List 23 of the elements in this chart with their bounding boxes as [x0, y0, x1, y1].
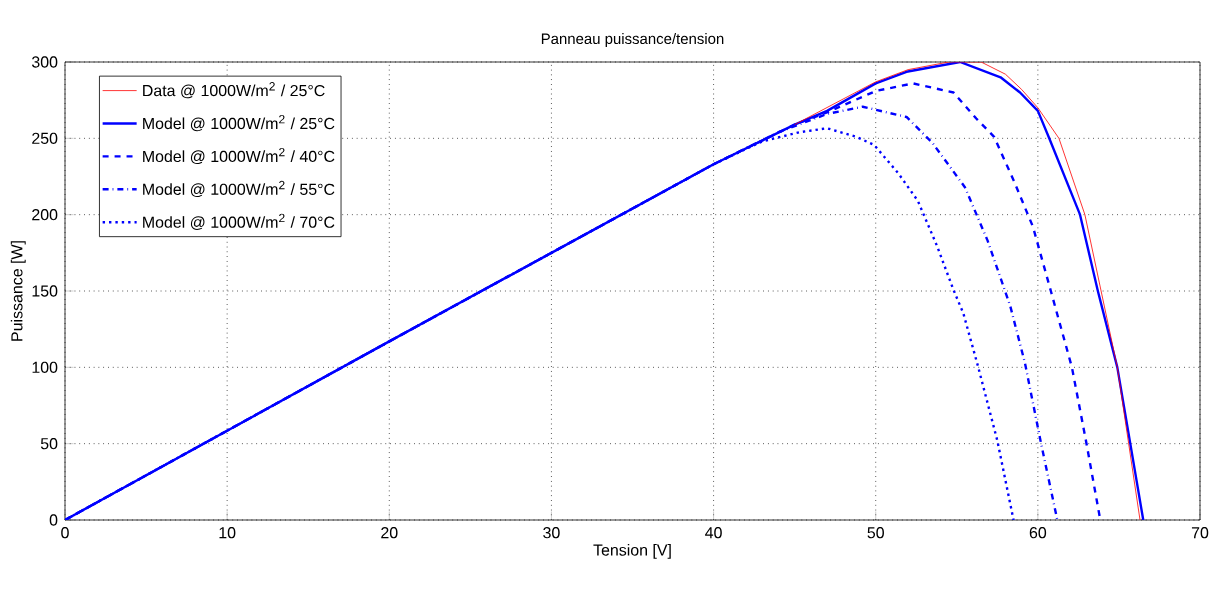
y-tick-label: 100: [32, 361, 58, 373]
x-tick-label: 60: [1029, 527, 1047, 539]
y-tick-label: 300: [31, 56, 58, 68]
x-tick-label: 20: [381, 527, 398, 539]
y-tick-label: 200: [32, 209, 58, 221]
y-tick-label: 0: [49, 514, 58, 526]
x-tick-label: 70: [1191, 527, 1209, 539]
legend-label: Model @ 1000W/m$^{2}$ / 40°C: [143, 147, 335, 165]
x-axis-title: Tension [V]: [593, 543, 671, 559]
y-tick-label: 250: [32, 132, 58, 144]
y-tick-label: 150: [32, 285, 58, 297]
legend-label: Data @ 1000W/m$^{2}$ / 25°C: [143, 82, 325, 99]
x-tick-label: 40: [705, 527, 722, 539]
y-axis-title: Puissance [W]: [10, 241, 26, 341]
legend-label: Model @ 1000W/m$^{2}$ / 55°C: [143, 180, 335, 197]
legend-label: Model @ 1000W/m$^{2}$ / 70°C: [143, 213, 335, 230]
x-tick-label: 30: [543, 527, 560, 539]
x-tick-label: 0: [61, 527, 69, 539]
x-tick-label: 50: [867, 527, 884, 539]
chart-title: Panneau puissance/tension: [541, 33, 724, 47]
legend-label: Model @ 1000W/m$^{2}$ / 25°C: [143, 115, 335, 132]
x-tick-label: 10: [219, 527, 236, 539]
y-tick-label: 50: [40, 438, 58, 450]
